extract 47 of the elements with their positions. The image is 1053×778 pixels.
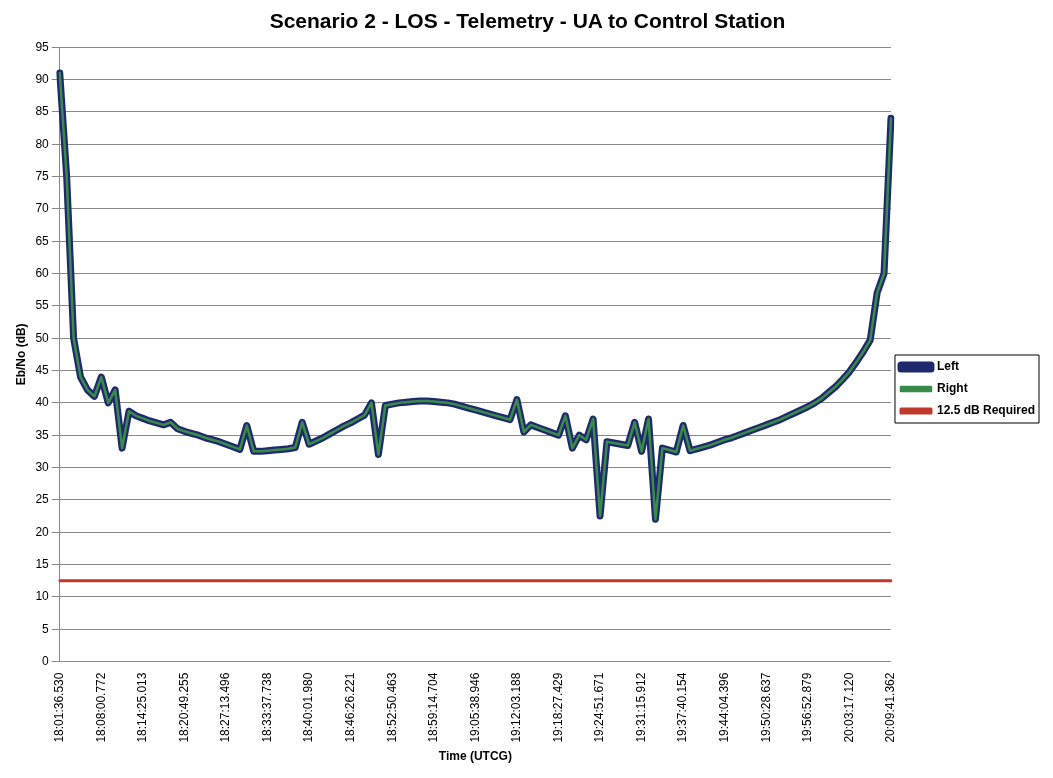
x-tick-label: 20:03:17.120 [841,672,856,743]
y-tick-label: 0 [42,653,50,668]
y-tick-label: 50 [35,330,50,345]
y-tick-label: 85 [35,104,50,119]
y-tick-label: 65 [35,233,50,248]
y-tick-label: 40 [35,395,50,410]
x-tick-label: 19:18:27.429 [550,672,565,743]
x-tick-label: 18:52:50.463 [384,672,399,743]
x-tick-label: 18:46:26.221 [342,672,357,743]
y-tick-label: 80 [35,136,50,151]
y-tick-label: 55 [35,298,50,313]
y-tick-label: 45 [35,362,50,377]
legend-label: Left [936,359,959,374]
legend-label: Right [936,381,968,396]
y-tick-label: 25 [35,492,50,507]
x-tick-label: 20:09:41.362 [883,672,898,743]
y-tick-label: 20 [35,524,50,539]
x-tick-label: 19:31:15.912 [633,672,648,743]
y-tick-label: 70 [35,201,50,216]
y-tick-label: 90 [35,71,50,86]
x-tick-label: 19:05:38.946 [467,672,482,743]
x-tick-label: 18:01:36.530 [52,672,67,743]
x-tick-label: 19:24:51.671 [592,672,607,743]
chart-title: Scenario 2 - LOS - Telemetry - UA to Control Station [269,9,786,33]
x-tick-label: 18:20:49.255 [176,672,191,743]
x-tick-label: 18:40:01.980 [301,672,316,743]
y-tick-label: 75 [35,168,50,183]
x-tick-label: 18:27:13.496 [218,672,233,743]
x-axis-title: Time (UTCG) [438,749,512,764]
y-tick-label: 60 [35,265,50,280]
y-tick-label: 15 [35,556,50,571]
x-tick-label: 18:08:00.772 [93,672,108,743]
y-tick-label: 95 [35,39,50,54]
legend-label: 12.5 dB Required [936,403,1035,418]
y-tick-label: 10 [35,589,50,604]
x-tick-label: 18:33:37.738 [259,672,274,743]
x-tick-label: 19:37:40.154 [675,672,690,743]
x-tick-label: 18:59:14.704 [426,672,441,743]
x-tick-label: 19:50:28.637 [758,672,773,743]
y-tick-label: 30 [35,459,50,474]
x-tick-label: 19:56:52.879 [800,672,815,743]
x-tick-label: 18:14:25.013 [135,672,150,743]
x-tick-label: 19:44:04.396 [717,672,732,743]
y-tick-label: 5 [42,621,50,636]
y-tick-label: 35 [35,427,50,442]
x-tick-label: 19:12:03.188 [509,672,524,743]
y-axis-title: Eb/No (dB) [13,323,28,386]
